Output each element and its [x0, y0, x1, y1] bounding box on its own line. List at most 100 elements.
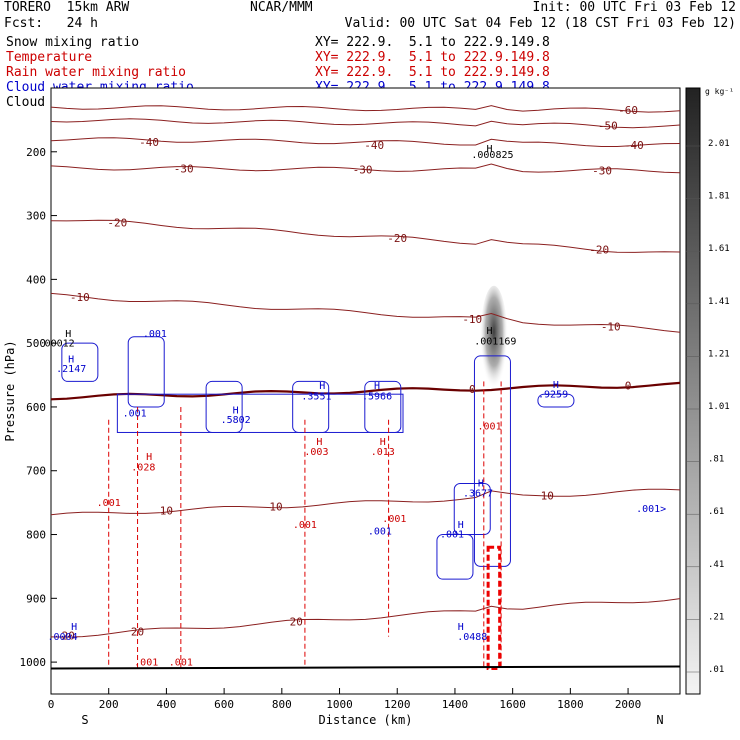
cloud-water-contour — [436, 534, 474, 580]
maximum-value-label: .028 — [131, 463, 155, 474]
maximum-value-label: .0004 — [47, 632, 77, 643]
high-marker: H — [478, 479, 484, 490]
y-tick-label: 800 — [26, 529, 46, 542]
maximum-value-label: .001> — [636, 504, 666, 515]
isotherm-line — [50, 219, 681, 253]
maximum-value-label: 00012 — [45, 338, 75, 349]
field-name: Temperature — [6, 50, 93, 65]
y-tick-label: 200 — [26, 146, 46, 159]
colorbar-label: .41 — [708, 560, 724, 570]
isotherm-label: -30 — [174, 162, 194, 175]
isotherm-label: 10 — [269, 500, 282, 513]
cloud-water-contour — [127, 336, 165, 408]
high-marker: H — [458, 520, 464, 531]
maximum-value-label: .001 — [134, 657, 158, 668]
south-end-label: S — [81, 713, 88, 727]
cloud-water-contour — [537, 393, 575, 408]
high-marker: H — [374, 381, 380, 392]
high-marker: H — [487, 144, 493, 155]
isotherm-label: -60 — [618, 104, 638, 117]
maximum-value-label: .9259 — [538, 389, 568, 400]
y-tick-label: 300 — [26, 210, 46, 223]
maximum-value-label: .001 — [97, 498, 121, 509]
y-tick-label: 500 — [26, 337, 46, 350]
maximum-value-label: .001 — [368, 527, 392, 538]
isotherm-label: -30 — [353, 163, 373, 176]
y-tick-label: 900 — [26, 592, 46, 605]
cloud-water-contour — [473, 355, 511, 567]
x-axis-label: Distance (km) — [319, 713, 413, 727]
isotherm-label: -10 — [462, 313, 482, 326]
x-tick-label: 400 — [156, 698, 176, 711]
isotherm-label: -40 — [139, 136, 159, 149]
isotherm-line — [50, 105, 681, 113]
maximum-value-label: .001 — [382, 514, 406, 525]
colorbar-unit: g kg⁻¹ — [705, 87, 734, 96]
cloud-water-contour — [61, 342, 99, 382]
rain-core-contour — [486, 545, 502, 670]
valid-time: Valid: 00 UTC Sat 04 Feb 12 (18 CST Fri … — [344, 16, 736, 31]
isotherm-line — [50, 598, 681, 638]
init-time: Init: 00 UTC Fri 03 Feb 12 — [532, 0, 737, 15]
isotherm-label: 10 — [160, 505, 173, 518]
maximum-value-label: .001 — [169, 657, 193, 668]
field-range: XY= 222.9. 5.1 to 222.9.149.8 — [315, 65, 550, 80]
colorbar-label: 1.21 — [708, 349, 730, 359]
maximum-value-label: .001 — [293, 520, 317, 531]
isotherm-label: 20 — [131, 625, 144, 638]
x-tick-label: 800 — [272, 698, 292, 711]
high-marker: H — [316, 437, 322, 448]
model-title: TORERO 15km ARW — [4, 0, 130, 15]
colorbar-label: .21 — [708, 612, 724, 622]
maximum-value-label: .5802 — [221, 415, 251, 426]
colorbar-label: .61 — [708, 507, 724, 517]
field-range: XY= 222.9. 5.1 to 222.9.149.8 — [315, 50, 550, 65]
isotherm-label: 10 — [541, 489, 554, 502]
colorbar-label: 2.01 — [708, 139, 730, 149]
x-tick-label: 1200 — [384, 698, 411, 711]
high-marker: H — [380, 437, 386, 448]
high-marker: H — [71, 622, 77, 633]
x-tick-label: 1000 — [326, 698, 353, 711]
y-tick-label: 1000 — [20, 656, 47, 669]
isotherm-label: -40 — [624, 139, 644, 152]
x-tick-label: 0 — [48, 698, 55, 711]
x-tick-label: 2000 — [615, 698, 642, 711]
colorbar-label: .81 — [708, 455, 724, 465]
isotherm-line — [50, 137, 681, 147]
maximum-value-label: .001 — [440, 530, 464, 541]
terrain-line — [50, 665, 681, 670]
cloud-water-contour — [116, 393, 404, 433]
maximum-value-label: .001 — [478, 421, 502, 432]
isotherm-label: 0 — [469, 383, 476, 396]
maximum-value-label: .3551 — [301, 391, 331, 402]
field-name: Rain water mixing ratio — [6, 65, 187, 80]
isotherm-label: 0 — [625, 380, 632, 393]
high-marker: H — [553, 380, 559, 391]
high-marker: H — [146, 452, 152, 463]
isotherm-label: -20 — [107, 216, 127, 229]
colorbar-label: 1.81 — [708, 192, 730, 202]
colorbar-label: 1.61 — [708, 244, 730, 254]
isotherm-line — [50, 488, 681, 516]
maximum-value-label: .5966 — [362, 391, 392, 402]
isotherm-label: 20 — [62, 630, 75, 643]
maximum-value-label: .3677 — [463, 488, 493, 499]
maximum-value-label: .001 — [143, 329, 167, 340]
high-marker: H — [458, 622, 464, 633]
colorbar-label: 1.41 — [708, 297, 730, 307]
y-tick-label: 700 — [26, 465, 46, 478]
high-marker: H — [65, 329, 71, 340]
high-marker: H — [319, 381, 325, 392]
maximum-value-label: .003 — [304, 447, 328, 458]
isotherm-label: -20 — [387, 232, 407, 245]
x-tick-label: 1600 — [499, 698, 526, 711]
isotherm-line — [50, 163, 681, 174]
isotherm-label: -30 — [592, 165, 612, 178]
maximum-value-label: .0488 — [457, 632, 487, 643]
colorbar-label: 1.01 — [708, 402, 730, 412]
colorbar-label: .01 — [708, 665, 724, 675]
maximum-value-label: .000825 — [471, 150, 513, 161]
isotherm-line — [50, 381, 681, 401]
x-tick-label: 600 — [214, 698, 234, 711]
